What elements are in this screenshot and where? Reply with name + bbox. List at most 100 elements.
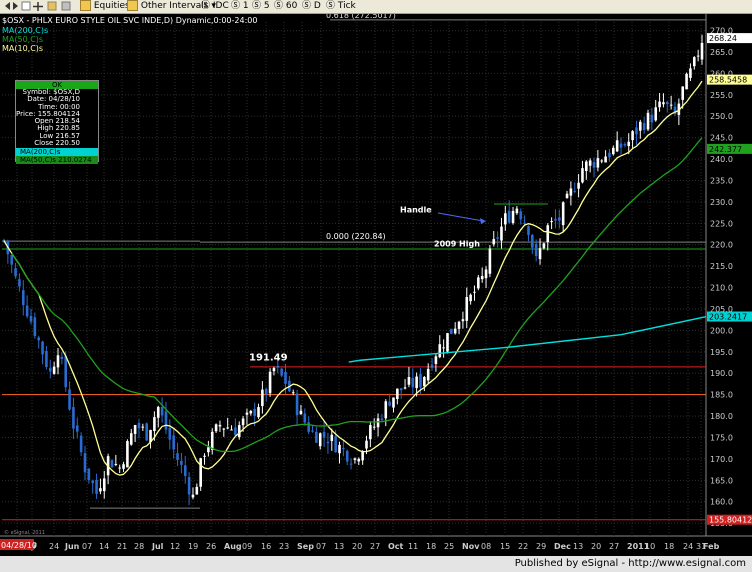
candle-body [307, 422, 310, 432]
flag-ma10-bg [707, 74, 752, 85]
candle-body [79, 435, 83, 453]
x-tick-label: 15 [500, 542, 510, 551]
candle-body [426, 368, 430, 381]
candle-body [318, 433, 322, 447]
candle-body [372, 426, 376, 428]
candle-body [210, 431, 214, 450]
candle-body [554, 218, 557, 221]
candle-body [195, 486, 199, 495]
legend-ma50: MA(50,C)s [2, 35, 43, 44]
candle-body [689, 68, 692, 78]
candle-body [60, 356, 64, 360]
y-tick-label: 230.0 [710, 198, 733, 207]
flag-ma200-bg [707, 311, 752, 322]
x-tick-label: Jun [64, 542, 80, 551]
candle-body [102, 478, 106, 492]
flag-last-bg [707, 33, 752, 44]
toolbar-idc[interactable]: Ⓢ IDC [201, 1, 229, 11]
candle-body [64, 356, 68, 388]
candle-body [388, 401, 391, 406]
candle-body [642, 123, 646, 131]
candle-body [118, 467, 121, 469]
candle-body [411, 378, 415, 388]
price-chart[interactable]: 155.0160.0165.0170.0175.0180.0185.0190.0… [0, 11, 752, 556]
candle-body [488, 248, 492, 274]
candle-body [469, 294, 472, 302]
toolbar-equities-label: Equities [93, 1, 130, 11]
candle-body [129, 433, 133, 445]
candle-body [662, 102, 665, 105]
toolbar-interval-d[interactable]: Ⓢ D [302, 1, 321, 11]
candle-body [226, 427, 229, 429]
candle-body [453, 328, 457, 334]
candle-body [430, 364, 434, 368]
toolbar-interval-60[interactable]: Ⓢ 60 [274, 1, 298, 11]
candle-body [654, 107, 658, 121]
x-tick-label: 29 [536, 542, 546, 551]
candle-body [361, 451, 364, 461]
candle-body [523, 222, 526, 224]
candle-body [45, 351, 48, 368]
handle-arrow-head [480, 218, 486, 225]
y-tick-label: 210.0 [710, 284, 733, 293]
candle-body [538, 248, 542, 260]
candle-body [214, 424, 218, 432]
cursor-info-box: OK Symbol: $OSX,D Date: 04/28/10 Time: 0… [15, 80, 99, 165]
flag-last: 268.24 [709, 34, 737, 43]
candle-body [95, 479, 98, 494]
footer: Published by eSignal - http://www.esigna… [0, 556, 752, 572]
candle-body [133, 425, 137, 434]
candle-body [10, 255, 14, 265]
x-tick-label: Jul [151, 542, 164, 551]
candle-body [91, 480, 94, 484]
candle-body [507, 210, 511, 223]
candle-body [249, 410, 253, 414]
candle-body [183, 465, 187, 476]
candle-body [156, 407, 160, 418]
candle-body [203, 455, 206, 457]
candle-body [176, 453, 179, 460]
toolbar-nav-icons[interactable] [2, 0, 76, 13]
candle-body [627, 141, 631, 147]
candle-body [218, 424, 222, 427]
chart-area[interactable]: 155.0160.0165.0170.0175.0180.0185.0190.0… [0, 11, 752, 556]
x-tick-label: 07 [82, 542, 92, 551]
candle-body [87, 468, 91, 481]
candle-body [573, 190, 577, 192]
toolbar-interval-1[interactable]: Ⓢ 1 [231, 1, 249, 11]
y-tick-label: 215.0 [710, 262, 733, 271]
candle-body [334, 436, 337, 453]
flag-ma50: 242.377 [709, 145, 742, 154]
candle-body [137, 422, 141, 429]
info-close: Close 220.50 [34, 139, 80, 148]
candle-body [631, 131, 634, 141]
info-low: Low 216.57 [39, 131, 80, 140]
x-tick-label: 24 [49, 542, 59, 551]
y-tick-label: 200.0 [710, 326, 733, 335]
candle-body [168, 427, 172, 440]
candle-body [496, 237, 499, 239]
x-tick-label: 24 [683, 542, 693, 551]
toolbar-interval-tick[interactable]: Ⓢ Tick [326, 1, 356, 11]
info-high: High 220.85 [37, 124, 80, 133]
candle-body [222, 428, 226, 430]
candle-body [515, 208, 519, 214]
x-tick-label: 2011 [627, 542, 650, 551]
toolbar-interval-5[interactable]: Ⓢ 5 [252, 1, 270, 11]
candle-body [565, 193, 569, 199]
candle-body [492, 239, 496, 245]
candle-body [646, 112, 650, 130]
info-price: Price: 155.804124 [16, 109, 80, 118]
folder-icon [127, 0, 138, 11]
y-tick-label: 260.0 [710, 69, 733, 78]
candle-body [588, 160, 592, 166]
candle-body [126, 441, 129, 468]
candle-body [141, 426, 145, 428]
candle-body [21, 290, 25, 306]
candle-body [511, 210, 515, 224]
candle-body [380, 418, 384, 420]
y-tick-label: 235.0 [710, 176, 733, 185]
candle-body [326, 441, 330, 444]
x-tick-label: 27 [370, 542, 380, 551]
toolbar-other-intervals[interactable]: Other Intervals ▾ [127, 0, 216, 13]
